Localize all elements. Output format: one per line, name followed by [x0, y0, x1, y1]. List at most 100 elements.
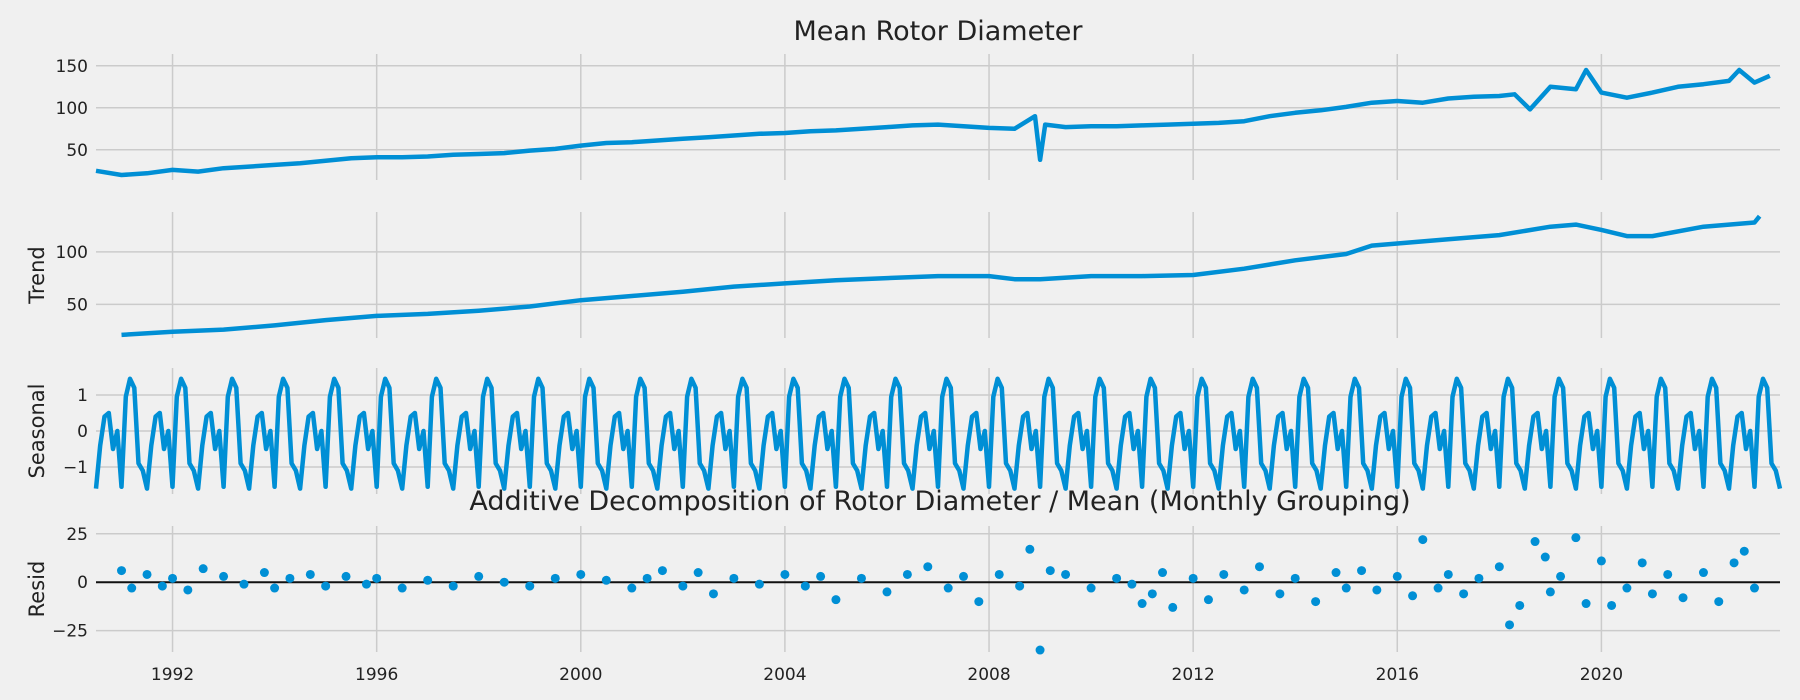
- subplot-2: 50 100 Trend: [25, 212, 1780, 338]
- resid-point: [831, 595, 841, 605]
- resid-point: [1571, 533, 1581, 543]
- x-tick-label: 2020: [1580, 665, 1623, 685]
- resid-point: [1596, 556, 1606, 566]
- y-axis-label: Seasonal: [25, 384, 49, 479]
- y-axis-label: Trend: [25, 246, 49, 304]
- resid-point: [341, 571, 351, 581]
- y-tick-label: −1: [63, 458, 88, 478]
- resid-point: [157, 581, 167, 591]
- resid-point: [1433, 583, 1443, 593]
- resid-point: [1035, 645, 1045, 655]
- resid-point: [259, 568, 269, 578]
- resid-point: [499, 577, 509, 587]
- subplot-title: Mean Rotor Diameter: [793, 16, 1083, 47]
- resid-point: [678, 581, 688, 591]
- series-line: [95, 67, 1771, 178]
- resid-point: [1219, 569, 1229, 579]
- resid-point: [270, 583, 280, 593]
- x-tick-label: 2016: [1376, 665, 1419, 685]
- y-tick-label: 100: [56, 99, 88, 119]
- resid-point: [1505, 620, 1515, 630]
- resid-point: [550, 573, 560, 583]
- resid-point: [943, 583, 953, 593]
- resid-point: [1015, 581, 1025, 591]
- resid-point: [198, 564, 208, 574]
- resid-point: [959, 571, 969, 581]
- resid-point: [474, 571, 484, 581]
- resid-point: [397, 583, 407, 593]
- y-tick-label: 50: [66, 295, 88, 315]
- resid-point: [1418, 535, 1428, 545]
- resid-point: [1045, 566, 1055, 576]
- resid-point: [1127, 579, 1137, 589]
- resid-point: [1622, 583, 1632, 593]
- resid-point: [1357, 566, 1367, 576]
- resid-point: [1607, 600, 1617, 610]
- resid-point: [1647, 589, 1657, 599]
- resid-point: [1494, 562, 1504, 572]
- resid-point: [1530, 537, 1540, 547]
- subplot-3: −1 0 1 Seasonal: [25, 368, 1783, 494]
- resid-point: [1739, 546, 1749, 556]
- x-tick-label: 2004: [763, 665, 806, 685]
- y-tick-label: −25: [52, 622, 88, 642]
- series-line: [93, 376, 1783, 491]
- resid-point: [754, 579, 764, 589]
- resid-point: [1392, 571, 1402, 581]
- resid-point: [1678, 593, 1688, 603]
- figure-suptitle: Additive Decomposition of Rotor Diameter…: [469, 486, 1410, 517]
- subplot-1: 50 100 150 Mean Rotor Diameter: [56, 16, 1780, 180]
- resid-point: [127, 583, 137, 593]
- resid-point: [1663, 569, 1673, 579]
- resid-point: [1474, 573, 1484, 583]
- resid-point: [1112, 573, 1122, 583]
- resid-point: [1749, 583, 1759, 593]
- resid-point: [601, 575, 611, 585]
- resid-point: [448, 581, 458, 591]
- resid-point: [305, 569, 315, 579]
- resid-point: [372, 573, 382, 583]
- resid-point: [1372, 585, 1382, 595]
- resid-point: [1061, 569, 1071, 579]
- resid-point: [239, 579, 249, 589]
- resid-point: [657, 566, 667, 576]
- resid-point: [576, 569, 586, 579]
- resid-point: [1275, 589, 1285, 599]
- resid-point: [882, 587, 892, 597]
- resid-point: [1341, 583, 1351, 593]
- y-tick-label: 0: [77, 573, 88, 593]
- resid-point: [1581, 599, 1591, 609]
- resid-point: [974, 597, 984, 607]
- resid-point: [729, 573, 739, 583]
- resid-point: [923, 562, 933, 572]
- resid-point: [1147, 589, 1157, 599]
- y-tick-label: 100: [56, 243, 88, 263]
- x-tick-label: 1996: [355, 665, 398, 685]
- resid-point: [1545, 587, 1555, 597]
- resid-point: [1203, 595, 1213, 605]
- y-tick-label: 150: [56, 57, 88, 77]
- resid-point: [1137, 599, 1147, 609]
- resid-point: [1311, 597, 1321, 607]
- resid-point: [1086, 583, 1096, 593]
- resid-point: [1158, 568, 1168, 578]
- resid-point: [780, 569, 790, 579]
- resid-point: [1168, 602, 1178, 612]
- resid-point: [1025, 544, 1035, 554]
- resid-point: [168, 573, 178, 583]
- y-tick-label: 50: [66, 141, 88, 161]
- series-line: [121, 214, 1762, 338]
- resid-point: [902, 569, 912, 579]
- y-tick-label: 1: [77, 386, 88, 406]
- resid-point: [856, 573, 866, 583]
- x-tick-label: 2012: [1172, 665, 1215, 685]
- y-tick-label: 0: [77, 422, 88, 442]
- resid-point: [1254, 562, 1264, 572]
- resid-point: [219, 571, 229, 581]
- resid-point: [1239, 585, 1249, 595]
- resid-point: [1556, 571, 1566, 581]
- resid-point: [117, 566, 127, 576]
- resid-point: [1540, 552, 1550, 562]
- resid-point: [800, 581, 810, 591]
